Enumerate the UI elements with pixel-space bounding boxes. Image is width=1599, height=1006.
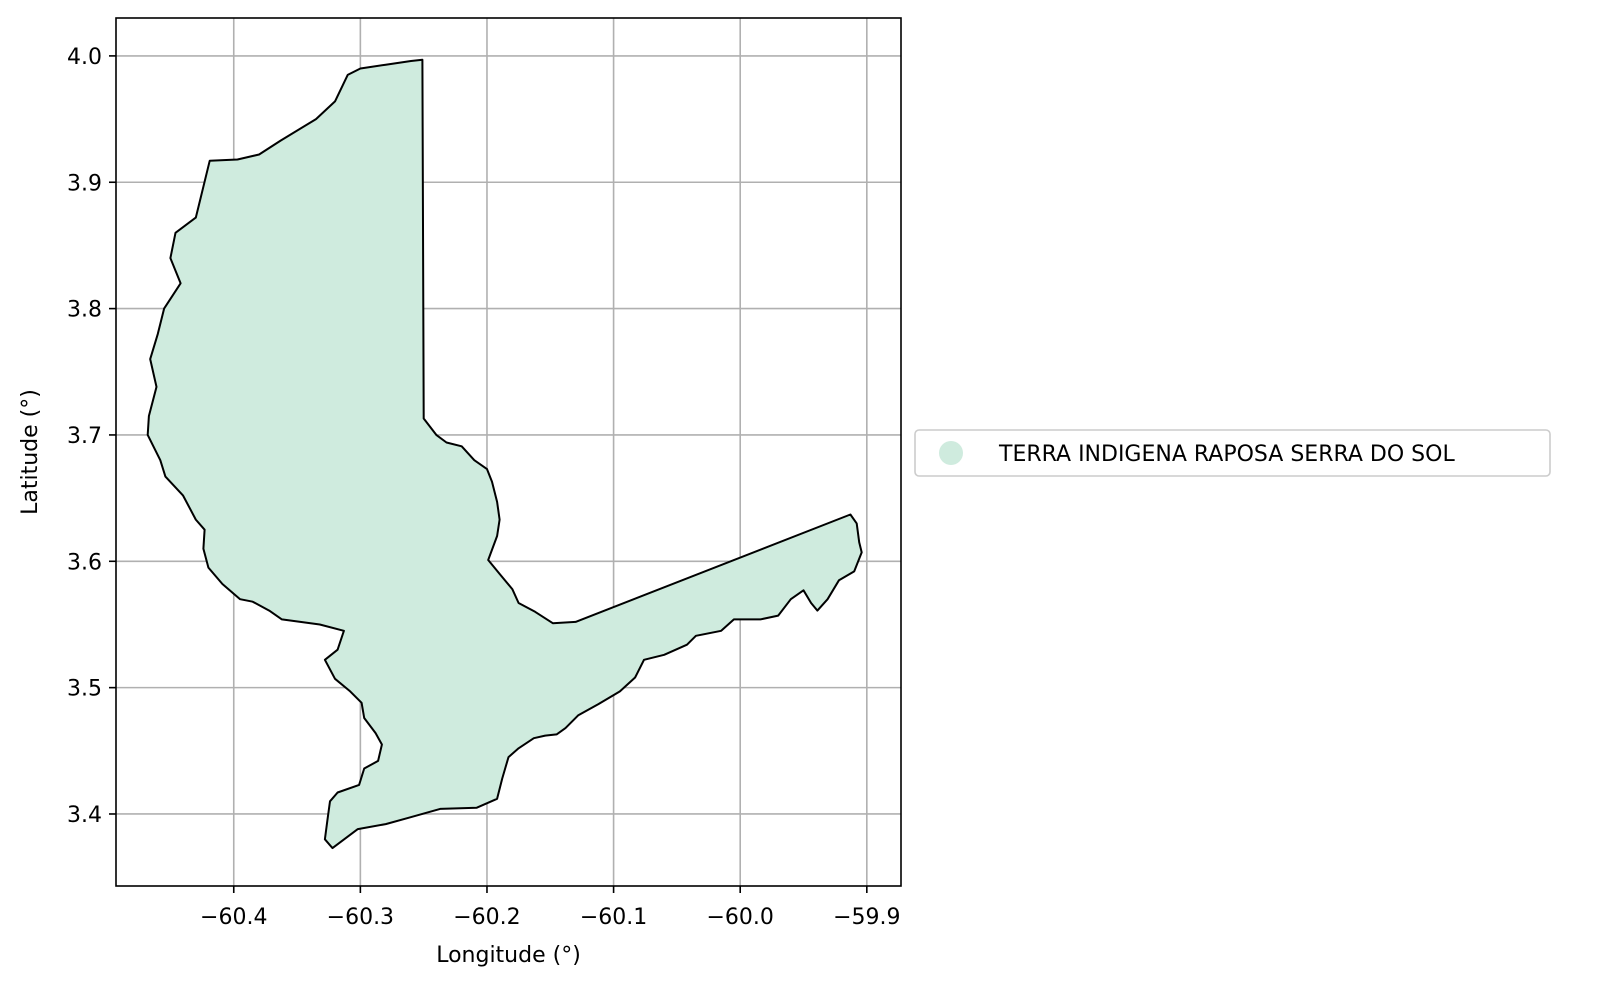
x-tick-label: −60.0	[706, 905, 773, 930]
plot-frame	[115, 17, 902, 887]
y-axis-ticks: 3.4 3.5 3.6 3.7 3.8 3.9 4.0	[67, 45, 116, 828]
x-axis-ticks: −60.4 −60.3 −60.2 −60.1 −60.0 −59.9	[200, 886, 901, 930]
y-tick-label: 3.8	[67, 298, 102, 323]
x-tick-label: −60.4	[200, 905, 267, 930]
x-tick-label: −59.9	[833, 905, 900, 930]
x-tick-label: −60.2	[453, 905, 520, 930]
region-polygon	[146, 58, 863, 850]
x-tick-label: −60.3	[327, 905, 394, 930]
legend-marker	[939, 441, 963, 465]
y-tick-label: 3.4	[67, 803, 102, 828]
y-tick-label: 3.5	[67, 677, 102, 702]
legend-entry-label: TERRA INDIGENA RAPOSA SERRA DO SOL	[998, 442, 1455, 467]
x-axis-label: Longitude (°)	[436, 943, 581, 968]
y-axis-label: Latitude (°)	[18, 389, 43, 515]
map-regions	[146, 58, 863, 850]
y-tick-label: 3.7	[67, 424, 102, 449]
x-tick-label: −60.1	[580, 905, 647, 930]
y-tick-label: 3.9	[67, 171, 102, 196]
y-tick-label: 4.0	[67, 45, 102, 70]
legend-frame	[914, 429, 1551, 477]
y-tick-label: 3.6	[67, 550, 102, 575]
legend: TERRA INDIGENA RAPOSA SERRA DO SOL	[914, 429, 1551, 477]
